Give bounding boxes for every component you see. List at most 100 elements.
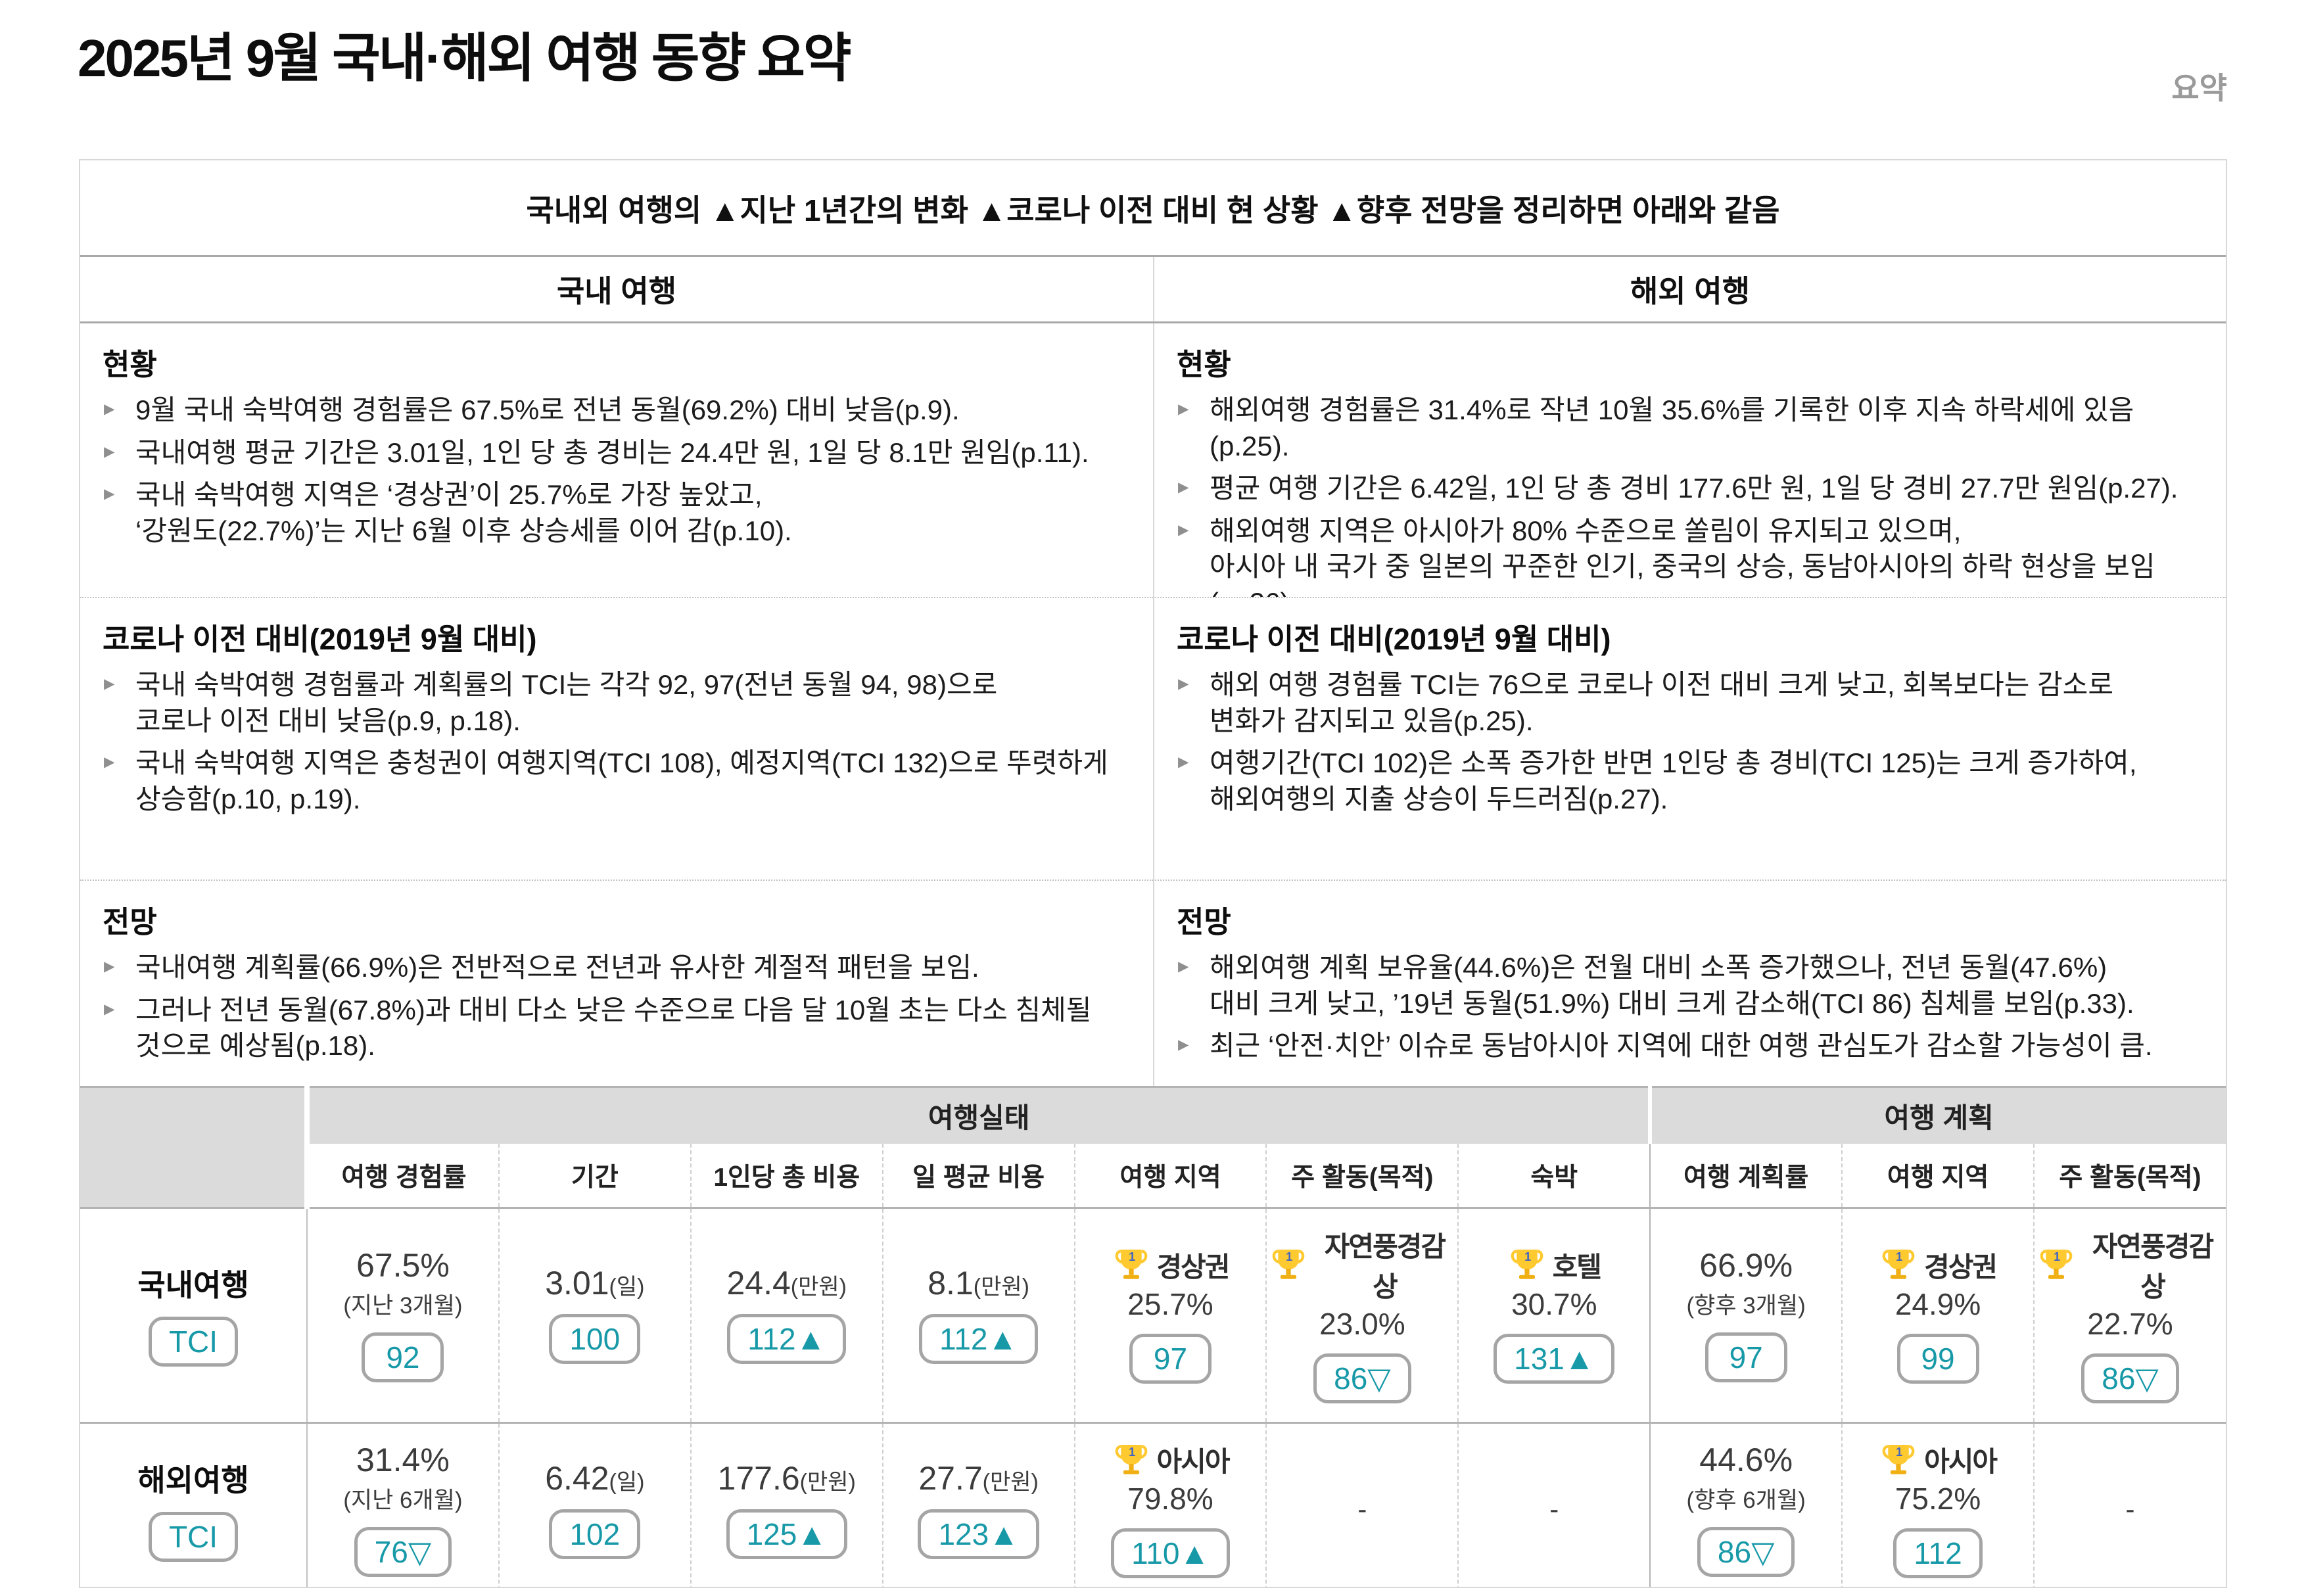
tci-badge: 123▲ (918, 1509, 1039, 1559)
compare-body: 현황 9월 국내 숙박여행 경험률은 67.5%로 전년 동월(69.2%) 대… (80, 323, 2226, 1086)
cell-value: 31.4% (356, 1442, 450, 1479)
cell-domestic-cost-per-person: 24.4(만원) 112▲ (690, 1208, 883, 1423)
cell-subtext: (지난 6개월) (343, 1488, 463, 1514)
cell-overseas-duration: 6.42(일) 102 (498, 1422, 691, 1587)
page-title: 2025년 9월 국내·해외 여행 동향 요약 (78, 29, 851, 87)
tci-badge: 99 (1896, 1333, 1979, 1384)
rank-percent: 75.2% (1894, 1482, 1981, 1516)
cell-overseas-main-activity: - (1265, 1422, 1459, 1587)
bullet: 해외여행 계획 보유율(44.6%)은 전월 대비 소폭 증가했으나, 전년 동… (1177, 950, 2203, 1021)
bullet: 국내 숙박여행 지역은 충청권이 여행지역(TCI 108), 예정지역(TCI… (103, 745, 1131, 817)
table-row-domestic: 국내여행 TCI 67.5% (지난 3개월) 92 3.01(일) 100 2… (80, 1208, 2226, 1423)
cell-unit: (일) (609, 1275, 645, 1300)
cell-overseas-lodging: - (1457, 1422, 1651, 1587)
cell-domestic-lodging: 1 호텔 30.7% 131▲ (1457, 1208, 1651, 1423)
bullet: 그러나 전년 동월(67.8%)과 대비 다소 낮은 수준으로 다음 달 10월… (103, 993, 1131, 1064)
tci-badge: 112▲ (919, 1314, 1039, 1365)
rank-percent: 25.7% (1127, 1286, 1213, 1321)
trophy-rank1-icon: 1 (1273, 1250, 1305, 1279)
rank-name: 호텔 (1552, 1251, 1602, 1282)
cell-dash: - (1549, 1493, 1559, 1524)
tci-label-badge: TCI (148, 1511, 239, 1562)
column-header-overseas: 해외 여행 (1153, 257, 2226, 321)
cell-dash: - (2125, 1493, 2135, 1524)
rank-percent: 79.8% (1127, 1482, 1213, 1516)
col-header-experience-rate: 여행 경험률 (306, 1144, 499, 1209)
cell-dash: - (1357, 1493, 1367, 1524)
trophy-rank1-icon: 1 (1115, 1250, 1147, 1279)
cell-unit: (만원) (790, 1275, 847, 1300)
cell-value: 8.1 (928, 1265, 974, 1302)
bullet: 9월 국내 숙박여행 경험률은 67.5%로 전년 동월(69.2%) 대비 낮… (103, 392, 1131, 429)
section-domestic-vs-precovid: 코로나 이전 대비(2019년 9월 대비) 국내 숙박여행 경험률과 계획률의… (80, 598, 1153, 881)
col-header-cost-per-day: 일 평균 비용 (882, 1144, 1075, 1209)
section-overseas-vs-precovid: 코로나 이전 대비(2019년 9월 대비) 해외 여행 경험률 TCI는 76… (1153, 598, 2226, 881)
tci-badge: 97 (1129, 1333, 1212, 1384)
cell-value: 27.7 (918, 1459, 983, 1497)
bullet: 국내 숙박여행 경험률과 계획률의 TCI는 각각 92, 97(전년 동월 9… (103, 667, 1131, 739)
cell-overseas-cost-per-day: 27.7(만원) 123▲ (882, 1422, 1075, 1587)
rank-name: 자연풍경감상 (1324, 1231, 1446, 1302)
col-header-plan-main-activity: 주 활동(목적) (2033, 1144, 2226, 1209)
corner-cell (80, 1087, 310, 1209)
summary-box: 국내외 여행의 ▲지난 1년간의 변화 ▲코로나 이전 대비 현 상황 ▲향후 … (79, 159, 2227, 1588)
section-domestic-outlook: 전망 국내여행 계획률(66.9%)은 전반적으로 전년과 유사한 계절적 패턴… (80, 881, 1153, 1086)
cell-unit: (만원) (799, 1469, 856, 1495)
section-domestic-status: 현황 9월 국내 숙박여행 경험률은 67.5%로 전년 동월(69.2%) 대… (80, 323, 1153, 598)
col-header-plan-region: 여행 지역 (1841, 1144, 2035, 1209)
cell-overseas-plan-rate: 44.6% (향후 6개월) 86▽ (1649, 1422, 1843, 1587)
stats-table: 여행실태 여행 계획 여행 경험률 기간 1인당 총 비용 일 평균 비용 여행… (80, 1086, 2226, 1587)
rank-name: 경상권 (1924, 1251, 1998, 1282)
cell-value: 3.01 (545, 1265, 609, 1302)
trophy-rank1-icon: 1 (1115, 1444, 1147, 1474)
col-header-main-activity: 주 활동(목적) (1265, 1144, 1459, 1209)
bullet: 여행기간(TCI 102)은 소폭 증가한 반면 1인당 총 경비(TCI 12… (1177, 745, 2203, 817)
section-heading: 코로나 이전 대비(2019년 9월 대비) (103, 622, 537, 656)
cell-value: 66.9% (1699, 1246, 1793, 1284)
row-label: 해외여행 (137, 1463, 249, 1497)
cell-unit: (일) (609, 1469, 645, 1495)
tci-badge: 97 (1705, 1332, 1787, 1382)
tci-badge: 131▲ (1494, 1333, 1615, 1384)
cell-domestic-plan-region: 1 경상권 24.9% 99 (1841, 1208, 2035, 1423)
cell-overseas-plan-main-activity: - (2033, 1422, 2226, 1587)
trophy-rank1-icon: 1 (1511, 1250, 1543, 1279)
cell-domestic-region: 1 경상권 25.7% 97 (1073, 1208, 1267, 1423)
cell-subtext: (향후 6개월) (1686, 1488, 1806, 1514)
cell-domestic-cost-per-day: 8.1(만원) 112▲ (882, 1208, 1075, 1423)
section-heading: 전망 (103, 905, 157, 939)
tci-badge: 125▲ (726, 1509, 847, 1559)
bullet: 평균 여행 기간은 6.42일, 1인 당 총 경비 177.6만 원, 1일 … (1177, 471, 2203, 507)
group-header-travel-plan: 여행 계획 (1648, 1087, 2226, 1144)
rank-percent: 22.7% (2087, 1307, 2173, 1341)
rank-percent: 30.7% (1511, 1286, 1597, 1321)
row-label-domestic: 국내여행 TCI (80, 1208, 307, 1423)
tci-label-badge: TCI (148, 1317, 239, 1367)
column-header-domestic: 국내 여행 (556, 274, 677, 308)
bullet: 해외 여행 경험률 TCI는 76으로 코로나 이전 대비 크게 낮고, 회복보… (1177, 667, 2203, 739)
tci-badge: 86▽ (2081, 1353, 2179, 1404)
section-heading: 현황 (1177, 348, 1231, 381)
tci-badge: 76▽ (354, 1527, 452, 1578)
rank-name: 경상권 (1156, 1251, 1231, 1282)
compare-header: 국내 여행 해외 여행 (80, 255, 2226, 323)
col-header-region: 여행 지역 (1073, 1144, 1267, 1209)
col-header-duration: 기간 (498, 1144, 691, 1209)
rank-name: 아시아 (1924, 1446, 1998, 1478)
tci-badge: 100 (549, 1314, 641, 1365)
cell-overseas-plan-region: 1 아시아 75.2% 112 (1841, 1422, 2035, 1587)
column-header-row: 여행 경험률 기간 1인당 총 비용 일 평균 비용 여행 지역 주 활동(목적… (80, 1144, 2226, 1209)
group-header-travel-actual: 여행실태 (307, 1087, 1651, 1144)
trophy-rank1-icon: 1 (1882, 1444, 1915, 1474)
row-label-overseas: 해외여행 TCI (80, 1422, 307, 1587)
col-header-plan-rate: 여행 계획률 (1649, 1144, 1843, 1209)
cell-unit: (만원) (982, 1469, 1039, 1495)
tci-badge: 92 (362, 1332, 444, 1382)
bullet: 국내 숙박여행 지역은 ‘경상권’이 25.7%로 가장 높았고, ‘강원도(2… (103, 477, 1131, 549)
tci-badge: 112 (1893, 1528, 1983, 1579)
bullet: 해외여행 지역은 아시아가 80% 수준으로 쏠림이 유지되고 있으며, 아시아… (1177, 513, 2203, 597)
tci-badge: 102 (549, 1509, 641, 1559)
cell-unit: (만원) (973, 1275, 1029, 1300)
rank-name: 아시아 (1156, 1446, 1231, 1478)
cell-value: 177.6 (717, 1459, 800, 1497)
